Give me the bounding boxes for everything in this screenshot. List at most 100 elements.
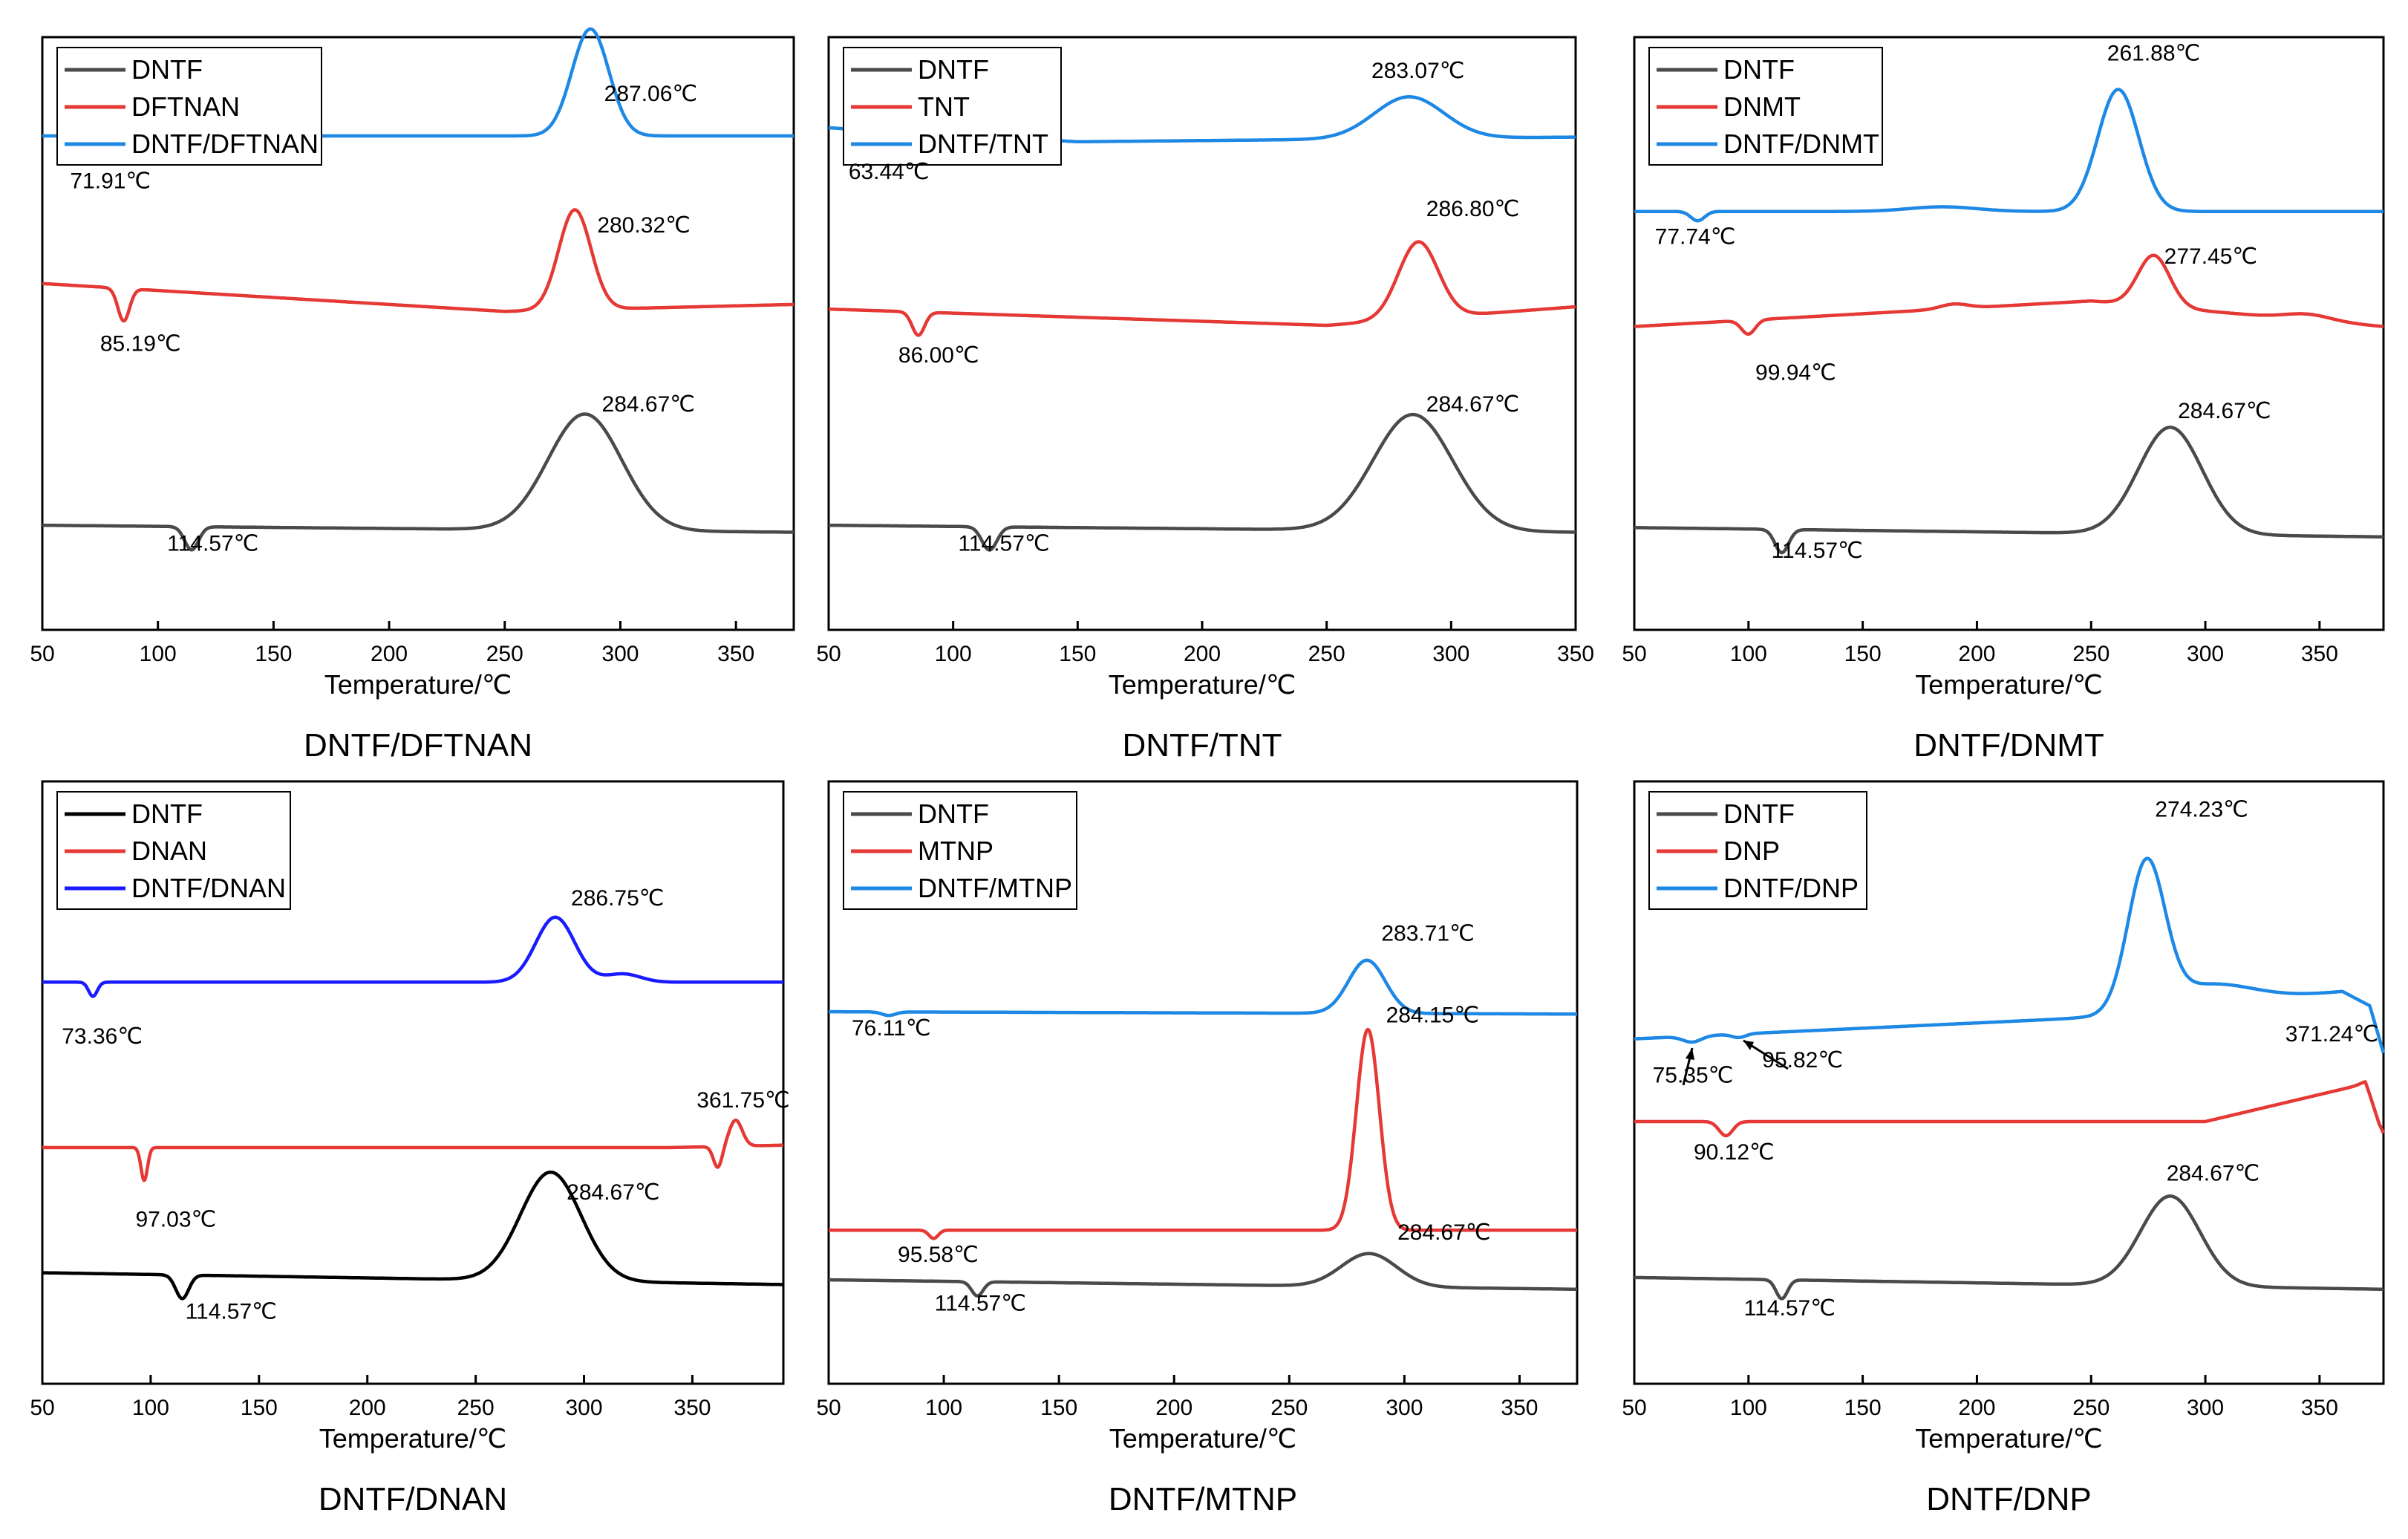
- peak-annotation: 284.67℃: [1397, 1220, 1490, 1245]
- legend-label-dntf-dftnan: DNTF/DFTNAN: [131, 128, 319, 159]
- legend-label-dntf-mtnp: DNTF/MTNP: [918, 873, 1072, 903]
- x-tick-label: 250: [1308, 642, 1345, 666]
- x-tick-label: 250: [2072, 642, 2110, 666]
- peak-annotation: 284.67℃: [1426, 392, 1519, 417]
- annotation-arrowhead: [1743, 1040, 1754, 1050]
- x-axis-label: Temperature/℃: [319, 1423, 507, 1454]
- peak-annotation: 90.12℃: [1694, 1140, 1775, 1165]
- x-axis-label: Temperature/℃: [1109, 669, 1296, 700]
- annotation-arrowhead: [1685, 1047, 1694, 1060]
- plot-frame: [1633, 780, 2385, 1385]
- x-tick-label: 250: [2072, 1396, 2110, 1420]
- x-tick-label: 200: [349, 1396, 386, 1420]
- legend: DNTF DNAN DNTF/DNAN: [56, 791, 291, 910]
- peak-annotation: 284.67℃: [602, 392, 695, 417]
- peak-annotation: 286.75℃: [571, 886, 664, 911]
- x-tick-label: 150: [1040, 1396, 1077, 1420]
- x-tick-label: 200: [1184, 642, 1221, 666]
- x-tick-label: 200: [1155, 1396, 1192, 1420]
- series-line-dnan: [42, 1118, 784, 1182]
- series-line-dntf-dnmt: [1634, 88, 2384, 223]
- panel-caption: DNTF/DNP: [1926, 1481, 2091, 1517]
- x-tick-label: 50: [30, 642, 54, 666]
- peak-annotation: 75.35℃: [1653, 1064, 1734, 1088]
- x-tick-label: 350: [1501, 1396, 1538, 1420]
- panel-caption: DNTF/DNMT: [1913, 727, 2104, 764]
- x-tick-label: 50: [1622, 642, 1646, 666]
- x-tick-label: 200: [371, 642, 408, 666]
- peak-annotation: 284.67℃: [2167, 1161, 2259, 1185]
- x-tick-label: 250: [1270, 1396, 1308, 1420]
- peak-annotation: 77.74℃: [1655, 225, 1736, 250]
- panel-caption: DNTF/DFTNAN: [304, 727, 532, 764]
- panel-dntf-mtnp: 50 100 150 200 250 300 350 Temperature/℃ DNTF/MT…: [816, 780, 1579, 1517]
- peak-annotation: 287.06℃: [604, 82, 697, 106]
- x-tick-label: 250: [486, 642, 523, 666]
- peak-annotation: 277.45℃: [2164, 244, 2257, 269]
- peak-annotation: 114.57℃: [935, 1291, 1026, 1315]
- legend-label-dntf: DNTF: [1723, 54, 1795, 85]
- x-tick-label: 350: [1557, 642, 1594, 666]
- series-line-dntf: [42, 1170, 784, 1301]
- x-tick-label: 350: [717, 642, 754, 666]
- peak-annotation: 95.58℃: [898, 1243, 979, 1267]
- series-line-mtnp: [828, 1027, 1578, 1240]
- x-tick-label: 350: [673, 1396, 711, 1420]
- legend-label-mtnp: MTNP: [918, 836, 993, 866]
- peak-annotation: 114.57℃: [186, 1300, 277, 1324]
- peak-annotation: 99.94℃: [1755, 361, 1836, 385]
- peak-annotation: 71.91℃: [70, 169, 151, 193]
- legend: DNTF TNT DNTF/TNT: [843, 47, 1062, 166]
- series-line-dntf: [1634, 426, 2384, 555]
- x-tick-label: 100: [925, 1396, 962, 1420]
- legend-label-dntf: DNTF: [918, 54, 989, 85]
- x-tick-label: 250: [457, 1396, 495, 1420]
- series-line-dnmt: [1634, 253, 2384, 336]
- peak-annotation: 284.15℃: [1386, 1003, 1479, 1027]
- legend-label-dntf-dnan: DNTF/DNAN: [131, 873, 286, 903]
- peak-annotation: 86.00℃: [898, 343, 979, 368]
- x-tick-label: 300: [2187, 1396, 2224, 1420]
- legend: DNTF MTNP DNTF/MTNP: [843, 791, 1077, 910]
- x-tick-label: 300: [601, 642, 639, 666]
- peak-annotation: 114.57℃: [1744, 1296, 1836, 1321]
- legend-label-dntf: DNTF: [131, 54, 203, 85]
- peak-annotation: 286.80℃: [1426, 197, 1519, 221]
- series-line-dftnan: [42, 208, 794, 323]
- peak-annotation: 371.24℃: [2285, 1022, 2378, 1047]
- x-tick-label: 300: [1386, 1396, 1423, 1420]
- peak-annotation: 280.32℃: [597, 213, 690, 238]
- peak-annotation: 283.71℃: [1381, 922, 1474, 946]
- series-line-dntf: [828, 1252, 1578, 1298]
- series-line-dntf: [828, 412, 1576, 552]
- x-tick-label: 100: [935, 642, 972, 666]
- peak-annotation: 97.03℃: [135, 1208, 216, 1232]
- x-tick-label: 150: [255, 642, 292, 666]
- x-tick-label: 150: [1844, 642, 1882, 666]
- peak-annotation: 63.44℃: [849, 160, 930, 184]
- series-line-dntf-dnp: [1634, 856, 2386, 1054]
- x-tick-label: 150: [241, 1396, 278, 1420]
- legend-label-tnt: TNT: [918, 91, 970, 122]
- x-tick-label: 100: [140, 642, 177, 666]
- panel-caption: DNTF/DNAN: [319, 1481, 507, 1517]
- legend-label-dntf-tnt: DNTF/TNT: [918, 128, 1048, 159]
- x-tick-label: 300: [1432, 642, 1469, 666]
- peak-annotation: 114.57℃: [958, 532, 1049, 556]
- series-line-dntf: [42, 412, 794, 552]
- x-tick-label: 50: [30, 1396, 54, 1420]
- peak-annotation: 114.57℃: [167, 532, 258, 556]
- x-tick-label: 100: [132, 1396, 169, 1420]
- x-tick-label: 300: [566, 1396, 603, 1420]
- peak-annotation: 261.88℃: [2107, 41, 2200, 65]
- legend-label-dntf-dnmt: DNTF/DNMT: [1723, 128, 1879, 159]
- peak-annotation: 73.36℃: [62, 1024, 143, 1049]
- x-tick-label: 50: [816, 1396, 841, 1420]
- x-tick-label: 200: [1958, 1396, 1995, 1420]
- legend-label-dntf-dnp: DNTF/DNP: [1723, 873, 1859, 903]
- panel-dntf-dftnan: 50 100 150 200 250 300 350 Temperature/℃ DNTF/DF…: [30, 27, 795, 764]
- legend-label-dnmt: DNMT: [1723, 91, 1801, 122]
- x-axis-label: Temperature/℃: [1915, 669, 2103, 700]
- legend-label-dnp: DNP: [1723, 836, 1780, 866]
- peak-annotation: 114.57℃: [1772, 539, 1863, 563]
